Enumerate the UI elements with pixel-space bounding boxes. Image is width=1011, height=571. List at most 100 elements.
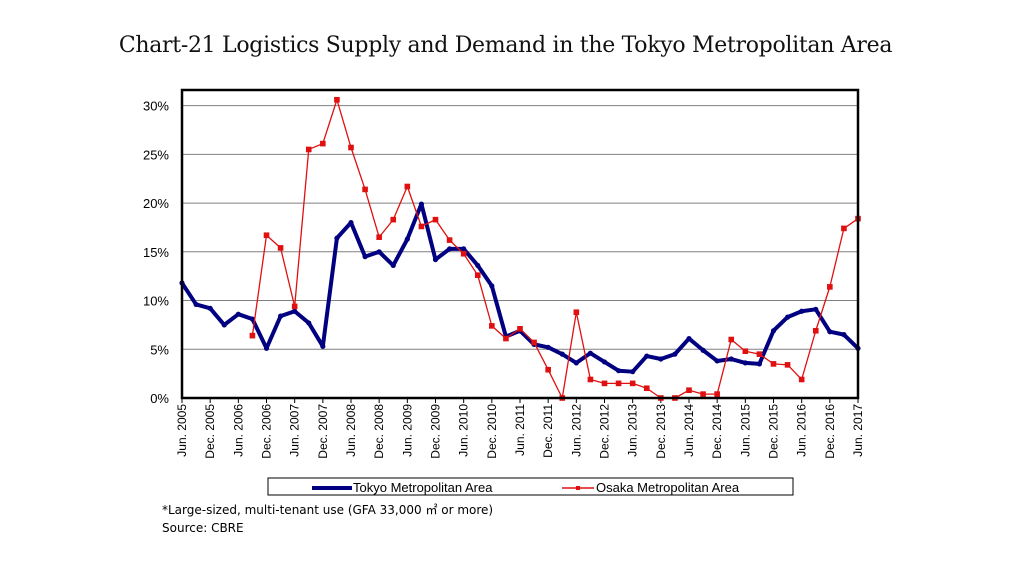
x-tick-label: Jun. 2007 <box>288 404 302 457</box>
data-point-tokyo <box>348 219 354 226</box>
data-point-tokyo <box>742 360 748 366</box>
data-point-tokyo <box>672 351 678 357</box>
data-point-osaka <box>376 234 382 240</box>
x-tick-label: Dec. 2010 <box>485 404 499 459</box>
data-point-osaka <box>446 237 453 243</box>
chart-title: Chart-21 Logistics Supply and Demand in … <box>118 33 893 58</box>
data-point-osaka <box>686 387 692 394</box>
data-point-tokyo <box>728 356 734 362</box>
data-point-osaka <box>503 335 509 342</box>
x-tick-label: Dec. 2006 <box>260 404 274 459</box>
data-point-tokyo <box>714 358 720 364</box>
data-point-tokyo <box>799 308 805 314</box>
data-point-osaka <box>474 272 481 278</box>
data-point-osaka <box>348 144 354 151</box>
data-point-tokyo <box>249 316 256 322</box>
y-tick-label: 30% <box>143 99 169 114</box>
data-point-osaka <box>432 216 439 223</box>
data-point-tokyo <box>235 311 241 317</box>
data-point-osaka <box>390 216 397 223</box>
data-point-tokyo <box>700 347 706 353</box>
x-tick-label: Dec. 2016 <box>823 404 837 459</box>
data-point-tokyo <box>376 249 382 255</box>
data-point-osaka <box>277 245 284 251</box>
data-point-osaka <box>573 309 580 316</box>
legend: Tokyo Metropolitan Area Osaka Metropolit… <box>267 477 794 496</box>
data-point-osaka <box>545 366 551 373</box>
x-tick-label: Jun. 2015 <box>738 404 752 457</box>
data-point-tokyo <box>644 353 650 359</box>
data-point-tokyo <box>686 335 692 342</box>
data-point-osaka <box>700 391 706 397</box>
legend-label-tokyo: Tokyo Metropolitan Area <box>353 480 493 495</box>
legend-marker-osaka <box>576 486 580 490</box>
x-tick-label: Jun. 2014 <box>682 404 696 457</box>
data-point-tokyo <box>841 332 847 338</box>
data-point-tokyo <box>784 314 791 320</box>
data-point-tokyo <box>827 329 833 335</box>
data-point-tokyo <box>221 322 227 328</box>
x-tick-label: Dec. 2008 <box>372 404 386 459</box>
data-point-osaka <box>320 140 326 147</box>
x-tick-label: Dec. 2014 <box>710 404 724 459</box>
legend-label-osaka: Osaka Metropolitan Area <box>596 480 740 495</box>
x-tick-label: Dec. 2007 <box>316 404 330 459</box>
y-tick-label: 20% <box>143 196 169 211</box>
data-point-osaka <box>263 232 270 239</box>
plot-frame <box>180 88 860 400</box>
data-point-tokyo <box>756 361 763 367</box>
data-point-tokyo <box>601 359 608 365</box>
data-point-osaka <box>629 380 636 387</box>
y-tick-label: 5% <box>150 342 169 357</box>
data-point-osaka <box>460 250 467 257</box>
data-point-tokyo <box>813 306 819 312</box>
data-point-tokyo <box>418 201 425 207</box>
y-tick-label: 15% <box>143 245 169 260</box>
data-point-tokyo <box>263 345 270 351</box>
x-tick-label: Dec. 2005 <box>203 404 217 459</box>
data-point-osaka <box>812 327 819 334</box>
data-point-osaka <box>798 376 805 383</box>
data-point-tokyo <box>545 344 551 350</box>
x-tick-label: Dec. 2012 <box>598 404 612 459</box>
y-tick-label: 10% <box>143 294 169 309</box>
data-point-osaka <box>249 332 256 339</box>
data-point-tokyo <box>334 235 340 241</box>
x-tick-label: Jun. 2008 <box>344 404 358 457</box>
x-tick-label: Dec. 2009 <box>429 404 443 459</box>
x-tick-label: Jun. 2011 <box>513 404 527 456</box>
data-point-osaka <box>305 146 312 153</box>
data-point-osaka <box>404 183 411 190</box>
data-point-osaka <box>728 336 735 343</box>
data-point-tokyo <box>446 246 453 252</box>
data-point-osaka <box>334 96 340 103</box>
y-tick-label: 0% <box>150 391 169 406</box>
data-point-tokyo <box>362 254 368 260</box>
y-axis-ticks: 0% 5% 10% 15% 20% 25% 30% <box>143 99 169 406</box>
data-point-osaka <box>489 323 495 329</box>
data-point-tokyo <box>630 369 636 375</box>
data-point-osaka <box>291 303 298 310</box>
data-point-osaka <box>827 284 833 290</box>
data-point-tokyo <box>559 351 565 357</box>
series-layer <box>179 96 861 401</box>
data-point-tokyo <box>320 343 326 349</box>
data-point-osaka <box>418 223 425 230</box>
x-tick-label: Jun. 2009 <box>400 404 414 457</box>
x-axis-ticks: Jun. 2005 Dec. 2005 Jun. 2006 Dec. 2006 Jun.… <box>175 398 865 459</box>
data-point-tokyo <box>404 236 410 242</box>
data-point-osaka <box>742 348 749 355</box>
x-tick-label: Dec. 2013 <box>654 404 668 459</box>
data-point-osaka <box>362 186 368 193</box>
x-tick-label: Jun. 2005 <box>175 404 189 457</box>
data-point-osaka <box>615 380 622 387</box>
footnote: *Large-sized, multi-tenant use (GFA 33,0… <box>162 503 494 517</box>
data-point-osaka <box>770 361 777 367</box>
data-point-osaka <box>714 391 720 397</box>
data-point-tokyo <box>306 320 312 326</box>
data-point-tokyo <box>658 356 664 362</box>
source-note: Source: CBRE <box>162 521 244 535</box>
series-line-osaka <box>251 99 859 399</box>
x-tick-label: Jun. 2012 <box>569 404 583 457</box>
data-point-osaka <box>517 325 523 332</box>
